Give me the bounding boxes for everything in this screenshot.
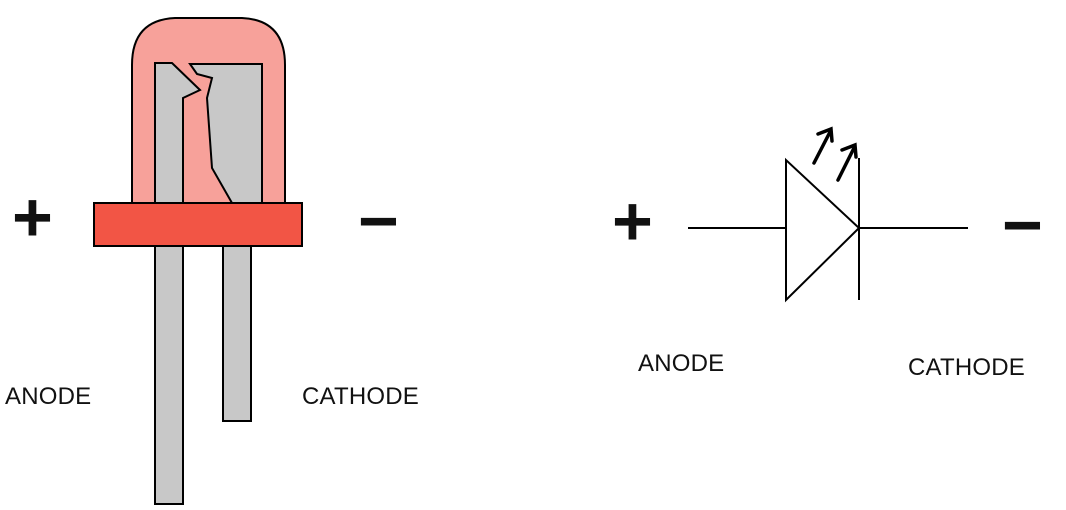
schematic-cathode-label: CATHODE (908, 354, 1025, 381)
light-emission-arrow-icon (812, 126, 834, 165)
cathode-lead (222, 245, 252, 422)
led-anode-label: ANODE (5, 383, 92, 410)
led-base-rim (93, 202, 303, 247)
schematic-anode-label: ANODE (638, 350, 725, 377)
led-cathode-label: CATHODE (302, 383, 419, 410)
led-minus-sign: − (358, 182, 399, 260)
schematic-minus-sign: − (1002, 186, 1043, 264)
internal-cathode-anvil (188, 63, 263, 204)
led-plus-sign: + (12, 178, 53, 256)
anode-lead (154, 245, 184, 505)
diode-triangle (785, 157, 861, 303)
schematic-plus-sign: + (612, 182, 653, 260)
light-emission-arrow-icon (836, 142, 858, 182)
